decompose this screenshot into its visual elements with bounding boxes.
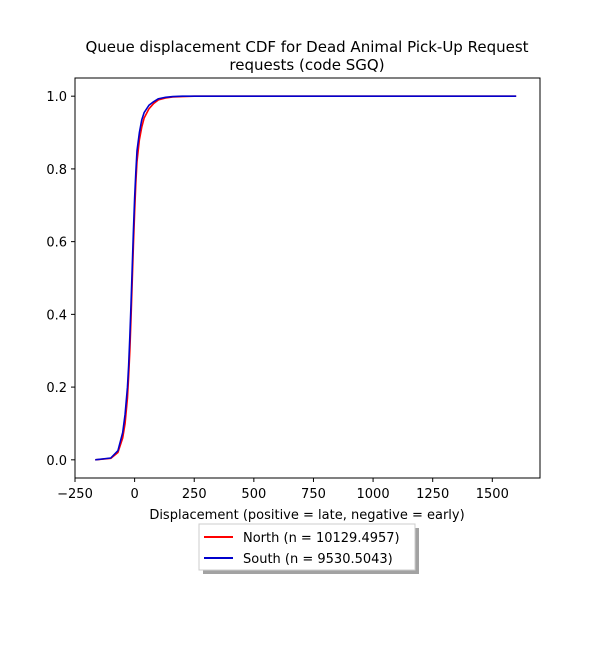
- y-tick-label: 0.2: [46, 381, 67, 396]
- y-tick-label: 0.4: [46, 308, 67, 323]
- x-tick-label: −250: [57, 487, 93, 502]
- x-tick-label: 1500: [476, 487, 509, 502]
- legend: North (n = 10129.4957) South (n = 9530.5…: [198, 523, 419, 574]
- x-tick-label: 500: [241, 487, 266, 502]
- x-tick-label: 750: [301, 487, 326, 502]
- y-tick-label: 0.8: [46, 163, 67, 178]
- legend-label-south: South (n = 9530.5043): [243, 552, 393, 567]
- x-tick-label: 1000: [357, 487, 390, 502]
- x-tick-label: 0: [130, 487, 138, 502]
- chart-title-line-2: requests (code SGQ): [229, 56, 384, 74]
- plot-frame: [74, 77, 541, 479]
- series-line-south: [95, 95, 517, 461]
- legend-label-north: North (n = 10129.4957): [243, 531, 400, 546]
- chart-title-line-1: Queue displacement CDF for Dead Animal P…: [85, 38, 528, 56]
- x-tick-label: 1250: [416, 487, 449, 502]
- plot-area: −250 0 250 500 750 1000 1250 1500 0.0 0.2 0.4 0.6 0.…: [46, 77, 541, 502]
- x-axis-label: Displacement (positive = late, negative …: [149, 508, 464, 523]
- y-tick-label: 0.0: [46, 454, 67, 469]
- legend-frame: [198, 523, 416, 571]
- y-tick-label: 0.6: [46, 236, 67, 251]
- x-tick-label: 250: [182, 487, 207, 502]
- series-line-north: [95, 95, 517, 461]
- y-tick-label: 1.0: [46, 90, 67, 105]
